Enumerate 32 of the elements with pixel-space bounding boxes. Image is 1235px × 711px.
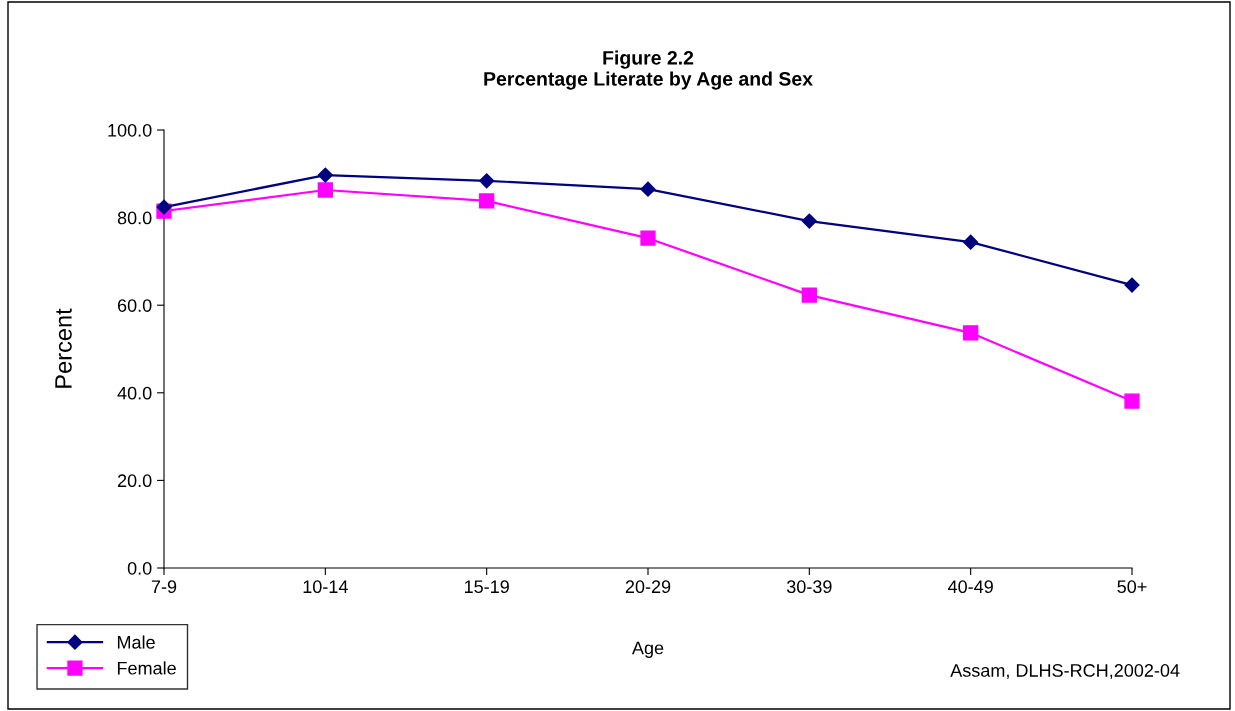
x-tick-label: 20-29 bbox=[625, 580, 671, 594]
point bbox=[317, 182, 333, 198]
y-tick-label: 20.0 bbox=[117, 474, 152, 488]
point bbox=[963, 234, 979, 250]
point bbox=[479, 173, 495, 189]
y-tick-label: 80.0 bbox=[117, 211, 152, 225]
x-tick-label: 30-39 bbox=[786, 580, 832, 594]
x-tick-label: 7-9 bbox=[151, 580, 177, 594]
y-tick-label: 60.0 bbox=[117, 299, 152, 312]
y-axis-title: Percent bbox=[55, 308, 72, 388]
point bbox=[801, 213, 817, 229]
point bbox=[479, 193, 495, 209]
x-axis-title: Age bbox=[631, 641, 664, 658]
point bbox=[317, 167, 333, 183]
x-tick-label: 10-14 bbox=[303, 580, 348, 594]
x-tick-label: 50+ bbox=[1117, 580, 1147, 594]
point bbox=[640, 230, 656, 246]
point bbox=[640, 181, 656, 197]
chart-title: Figure 2.2 Percentage Literate by Age and Sex bbox=[484, 50, 813, 90]
point bbox=[963, 325, 979, 341]
y-tick-label: 100.0 bbox=[108, 123, 152, 137]
point bbox=[156, 199, 172, 215]
legend-label: Male bbox=[117, 635, 155, 649]
legend-label: Female bbox=[117, 661, 176, 675]
point bbox=[1124, 393, 1140, 409]
point bbox=[801, 287, 817, 303]
y-tick-label: 0.0 bbox=[127, 561, 152, 575]
x-tick-label: 15-19 bbox=[464, 580, 509, 594]
x-tick-label: 40-49 bbox=[947, 580, 993, 594]
text: Assam, DLHS-RCH,2002-04 bbox=[950, 664, 1180, 679]
point bbox=[1124, 277, 1140, 293]
y-tick-label: 40.0 bbox=[117, 386, 152, 400]
